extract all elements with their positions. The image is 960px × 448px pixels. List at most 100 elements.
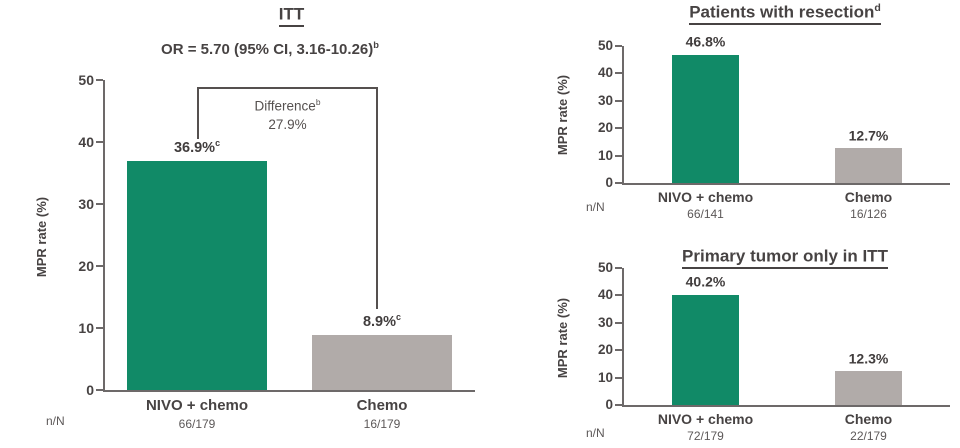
- bar-value-label: 12.7%: [795, 127, 942, 144]
- plot-area: 36.9%c NIVO + chemo 66/179 8.9%c Chemo 1…: [78, 72, 475, 431]
- chart-title-superscript: d: [874, 2, 881, 14]
- y-tick-label: 20: [78, 258, 94, 274]
- chart-primary-tumor-only-itt: Primary tumor only in ITT MPR rate (%) 4…: [555, 243, 960, 448]
- y-tick-mark: [615, 376, 622, 379]
- y-tick-label: 30: [597, 92, 613, 108]
- bar-value-label: 46.8%: [632, 33, 779, 50]
- category-label-chemo: Chemo: [844, 411, 893, 427]
- bar-value-label: 40.2%: [632, 273, 779, 290]
- category-label-nivo-chemo: NIVO + chemo: [145, 397, 249, 414]
- chart-patients-with-resection: Patients with resectiond MPR rate (%) 46…: [555, 0, 960, 222]
- chart-title-text: Primary tumor only in ITT: [682, 246, 888, 266]
- bar-value-text: 46.8%: [685, 33, 726, 50]
- bar-column-chemo: 8.9%c Chemo 16/179: [312, 80, 452, 431]
- bar-column-chemo: 12.3% Chemo 22/179: [835, 268, 902, 443]
- y-tick-label: 0: [86, 382, 94, 398]
- bar-chemo: [312, 334, 452, 390]
- n-over-N-value: 66/179: [178, 417, 216, 431]
- y-tick-mark: [615, 404, 622, 406]
- bar-value-text: 12.3%: [848, 350, 889, 367]
- bar-column-nivo-chemo: 46.8% NIVO + chemo 66/141: [658, 34, 753, 221]
- bar-value-superscript: c: [215, 138, 221, 149]
- bar-value-superscript: c: [396, 312, 402, 322]
- y-tick-label: 50: [597, 38, 613, 53]
- difference-value: 27.9%: [268, 116, 307, 132]
- chart-itt: ITT OR = 5.70 (95% CI, 3.16-10.26)b MPR …: [34, 4, 480, 431]
- y-tick-mark: [96, 79, 103, 81]
- odds-ratio-text: OR = 5.70 (95% CI, 3.16-10.26)b: [60, 40, 480, 58]
- n-over-N-prefix: n/N: [586, 200, 605, 214]
- n-over-N-value: 16/179: [363, 417, 401, 431]
- difference-bracket-right-line: [376, 87, 378, 309]
- bar-value-label: 36.9%c: [87, 138, 307, 156]
- n-over-N-value: 72/179: [687, 429, 724, 443]
- y-tick-label: 0: [605, 175, 613, 190]
- bar-value-text: 8.9%: [362, 313, 397, 330]
- y-tick-label: 10: [78, 320, 94, 336]
- y-tick-mark: [615, 349, 622, 352]
- bar-chemo: [835, 148, 902, 183]
- y-tick-mark: [615, 45, 622, 47]
- chart-title: Patients with resectiond: [622, 2, 948, 26]
- category-label-chemo: Chemo: [356, 397, 408, 414]
- category-label-nivo-chemo: NIVO + chemo: [657, 189, 754, 205]
- chart-title: ITT: [103, 4, 480, 28]
- chart-title-text: ITT: [278, 4, 305, 24]
- odds-ratio-value: OR = 5.70 (95% CI, 3.16-10.26): [161, 41, 374, 58]
- y-tick-mark: [615, 154, 622, 157]
- y-tick-label: 50: [597, 260, 613, 275]
- bar-column-chemo: 12.7% Chemo 16/126: [835, 46, 902, 221]
- y-tick-mark: [96, 265, 103, 267]
- y-tick-mark: [96, 203, 103, 205]
- bar-column-nivo-chemo: 40.2% NIVO + chemo 72/179: [658, 268, 753, 443]
- y-tick-label: 30: [78, 196, 94, 212]
- y-tick-mark: [615, 267, 622, 269]
- y-tick-mark: [615, 99, 622, 102]
- plot-area: 40.2% NIVO + chemo 72/179 12.3% Chemo 22…: [598, 260, 950, 443]
- bar-nivo-chemo: [127, 161, 267, 390]
- y-tick-mark: [615, 294, 622, 297]
- bar-column-nivo-chemo: 36.9%c NIVO + chemo 66/179: [127, 80, 267, 431]
- y-tick-mark: [96, 389, 103, 391]
- y-tick-label: 20: [597, 342, 613, 358]
- difference-bracket-top-line: [197, 87, 378, 89]
- y-tick-label: 40: [597, 287, 613, 303]
- y-tick-mark: [615, 127, 622, 130]
- category-label-nivo-chemo: NIVO + chemo: [657, 411, 754, 427]
- y-tick-mark: [615, 321, 622, 324]
- n-over-N-prefix: n/N: [46, 414, 65, 428]
- difference-label-text: Difference: [254, 98, 316, 114]
- y-tick-label: 50: [78, 72, 94, 88]
- y-tick-label: 0: [605, 397, 613, 412]
- y-axis-label: MPR rate (%): [555, 74, 570, 156]
- bar-value-text: 12.7%: [848, 127, 889, 144]
- bar-value-text: 40.2%: [685, 273, 726, 290]
- category-label-chemo: Chemo: [844, 189, 893, 205]
- y-axis-label: MPR rate (%): [555, 297, 570, 379]
- difference-label: Differenceb: [197, 93, 378, 116]
- y-tick-mark: [615, 72, 622, 75]
- difference-superscript: b: [315, 97, 321, 107]
- y-tick-mark: [96, 141, 103, 143]
- bar-nivo-chemo: [672, 54, 739, 183]
- n-over-N-value: 22/179: [850, 429, 887, 443]
- y-tick-mark: [96, 327, 103, 329]
- difference-annotation: Differenceb 27.9%: [197, 93, 378, 134]
- y-tick-mark: [615, 182, 622, 184]
- n-over-N-value: 66/141: [687, 207, 724, 221]
- plot-area: 46.8% NIVO + chemo 66/141 12.7% Chemo 16…: [598, 34, 950, 221]
- odds-ratio-superscript: b: [373, 40, 379, 50]
- bar-value-text: 36.9%: [173, 140, 216, 157]
- bar-chemo: [835, 371, 902, 405]
- y-tick-label: 10: [597, 147, 613, 163]
- y-tick-label: 20: [597, 120, 613, 136]
- y-axis-label: MPR rate (%): [34, 196, 49, 278]
- n-over-N-prefix: n/N: [586, 426, 605, 440]
- y-tick-label: 10: [597, 369, 613, 385]
- y-tick-label: 40: [597, 65, 613, 81]
- difference-bracket-left-line: [197, 87, 199, 139]
- y-tick-label: 30: [597, 314, 613, 330]
- y-tick-label: 40: [78, 134, 94, 150]
- chart-title: Primary tumor only in ITT: [622, 246, 948, 270]
- chart-title-text: Patients with resection: [689, 2, 875, 22]
